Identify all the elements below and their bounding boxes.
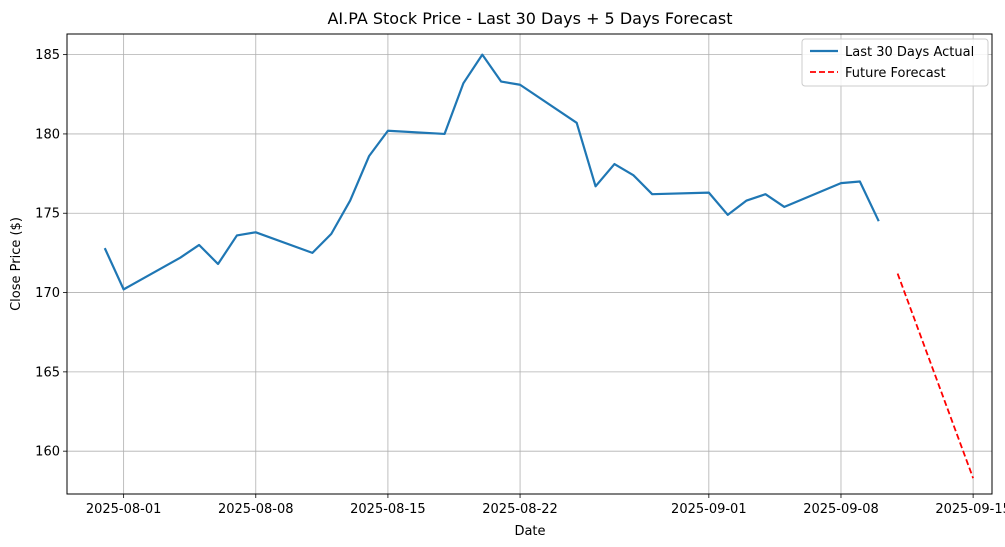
x-axis-title: Date <box>514 524 545 539</box>
tick-layer: 2025-08-01 2025-08-08 2025-08-15 2025-08-22… <box>35 48 1005 517</box>
x-tick-label: 2025-09-15 <box>935 502 1005 517</box>
x-tick-label: 2025-08-08 <box>218 502 294 517</box>
x-tick-label: 2025-08-22 <box>482 502 558 517</box>
legend: Last 30 Days Actual Future Forecast <box>801 38 989 87</box>
plot-frame <box>66 33 993 495</box>
legend-box <box>801 38 989 87</box>
y-tick-label: 175 <box>35 207 60 222</box>
y-tick-label: 170 <box>35 286 60 301</box>
x-tick-label: 2025-08-01 <box>86 502 162 517</box>
grid <box>67 34 992 494</box>
x-tick-label: 2025-08-15 <box>350 502 426 517</box>
y-tick-label: 180 <box>35 127 60 142</box>
series-layer <box>103 53 974 479</box>
y-axis-title: Close Price ($) <box>9 217 24 311</box>
legend-label-forecast: Future Forecast <box>845 66 946 81</box>
x-tick-label: 2025-09-08 <box>803 502 879 517</box>
chart-title: AI.PA Stock Price - Last 30 Days + 5 Day… <box>327 9 732 28</box>
legend-label-actual: Last 30 Days Actual <box>845 45 974 60</box>
series-line-actual <box>103 53 880 291</box>
y-tick-label: 165 <box>35 365 60 380</box>
x-tick-label: 2025-09-01 <box>671 502 747 517</box>
y-tick-label: 160 <box>35 445 60 460</box>
series-line-forecast <box>896 273 974 479</box>
y-tick-label: 185 <box>35 48 60 63</box>
